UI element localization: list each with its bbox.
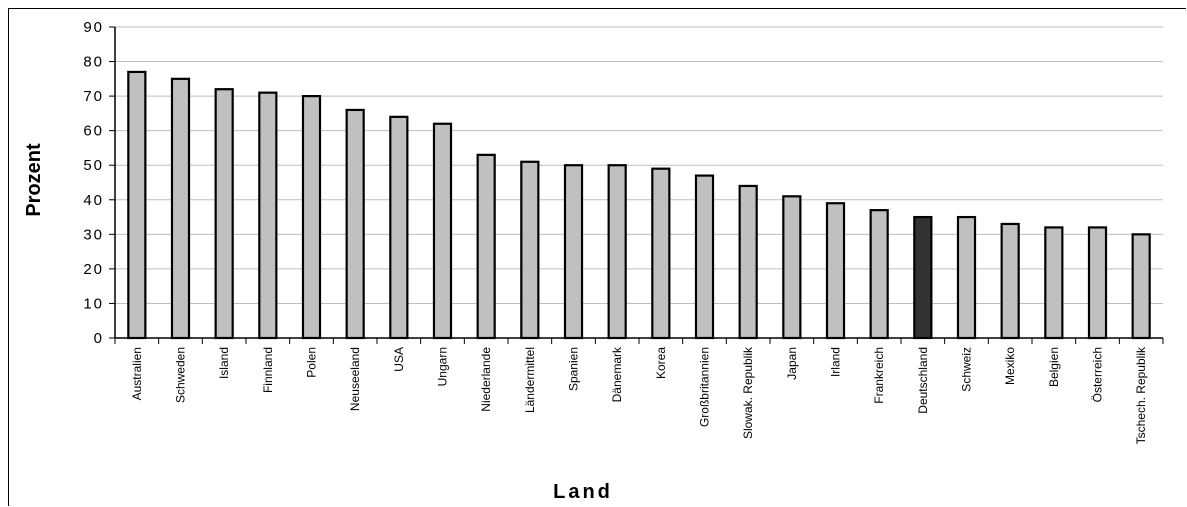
y-tick-label: 0 [94,330,104,347]
y-tick-label: 10 [83,295,104,312]
x-tick-label: Australien [130,347,144,400]
y-tick-label: 90 [83,19,104,36]
bar-usa [389,115,409,340]
bar-dänemark [607,164,627,340]
y-tick-label: 70 [83,88,104,105]
x-tick-labels: Australien Schweden Island Finnland Polen Neu… [130,346,1148,444]
x-tick-label: Österreich [1091,347,1105,402]
bar-finnland [258,91,278,340]
bar-australien [127,70,147,340]
bar-japan [782,195,802,340]
x-tick-label: Schweden [174,347,188,403]
axes [109,26,1164,344]
x-tick-label: USA [392,347,406,372]
bar-großbritannien [694,174,715,340]
x-tick-label: Polen [305,347,319,378]
y-tick-label: 20 [83,261,104,278]
y-tick-label: 60 [83,123,104,140]
chart-frame [8,8,1186,506]
bar-slowak-republik [738,184,758,340]
bars [127,70,1151,340]
bar-island [214,88,234,340]
bar-belgien [1044,226,1064,340]
y-tick-label: 30 [83,226,104,243]
x-tick-label: Tschech. Republik [1134,346,1148,444]
x-axis-title: Land [553,481,613,503]
bar-deutschland [913,215,933,340]
bar-ungarn [432,122,453,340]
bar-schweiz [956,215,977,340]
bar-spanien [563,164,584,340]
y-tick-label: 80 [83,54,104,71]
bar-österreich [1087,226,1108,340]
x-tick-label: Japan [785,347,799,380]
y-tick-label: 50 [83,157,104,174]
x-tick-label: Deutschland [916,347,930,414]
x-tick-label: Finnland [261,347,275,393]
bar-niederlande [476,153,496,340]
x-tick-label: Ländermittel [523,347,537,413]
x-tick-label: Spanien [567,347,581,391]
x-tick-label: Schweiz [960,347,974,392]
x-tick-label: Belgien [1047,347,1061,387]
x-tick-label: Irland [829,347,843,377]
bar-tschech-republik [1131,233,1151,340]
x-tick-label: Island [217,347,231,379]
x-tick-label: Niederlande [479,347,493,412]
bar-korea [651,167,671,340]
bar-ländermittel [520,160,540,340]
gridlines [115,26,1163,304]
bar-frankreich [869,209,889,340]
bar-irland [825,202,846,340]
x-tick-label: Neuseeland [348,347,362,411]
bar-neuseeland [345,108,365,340]
x-tick-label: Mexiko [1003,347,1017,385]
y-tick-label: 40 [83,192,104,209]
bar-polen [301,95,322,340]
y-axis-title: Prozent [23,143,45,217]
x-tick-label: Slowak. Republik [741,346,755,439]
x-tick-label: Ungarn [436,347,450,386]
y-tick-labels: 0 10 20 30 40 50 60 70 80 90 [83,19,104,347]
bar-schweden [170,77,191,340]
bar-mexiko [1000,222,1020,340]
x-tick-label: Frankreich [872,347,886,404]
x-tick-label: Korea [654,347,668,379]
x-tick-label: Dänemark [610,346,624,402]
x-tick-label: Großbritannien [698,347,712,427]
